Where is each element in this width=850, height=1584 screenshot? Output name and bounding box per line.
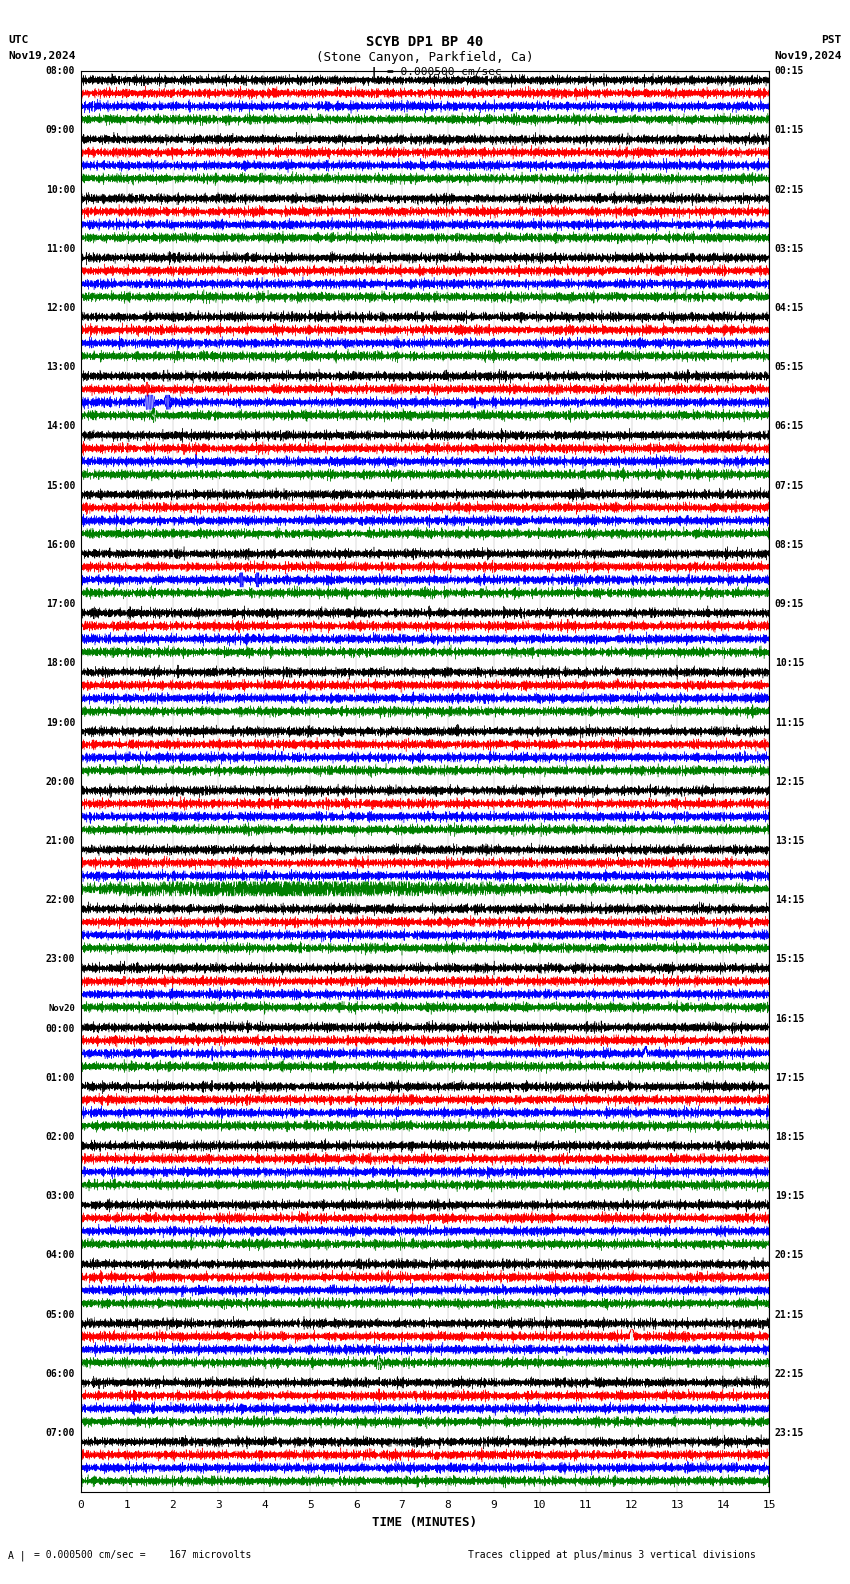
Text: 20:15: 20:15 [775,1250,804,1261]
Text: A |: A | [8,1551,26,1560]
Text: 13: 13 [671,1500,684,1511]
Text: 04:00: 04:00 [46,1250,75,1261]
Text: 0: 0 [77,1500,84,1511]
Text: 5: 5 [307,1500,314,1511]
Text: 03:15: 03:15 [775,244,804,253]
Text: 8: 8 [445,1500,451,1511]
Text: 01:15: 01:15 [775,125,804,136]
Text: 06:15: 06:15 [775,421,804,431]
Text: 3: 3 [215,1500,222,1511]
Text: 16:15: 16:15 [775,1014,804,1023]
Text: Nov19,2024: Nov19,2024 [774,51,842,60]
Text: TIME (MINUTES): TIME (MINUTES) [372,1516,478,1529]
Text: 07:15: 07:15 [775,480,804,491]
Text: 09:15: 09:15 [775,599,804,610]
Text: 10:00: 10:00 [46,185,75,195]
Text: 06:00: 06:00 [46,1369,75,1378]
Text: 02:15: 02:15 [775,185,804,195]
Text: 11: 11 [579,1500,592,1511]
Text: 18:00: 18:00 [46,659,75,668]
Text: 12:15: 12:15 [775,776,804,787]
Text: (Stone Canyon, Parkfield, Ca): (Stone Canyon, Parkfield, Ca) [316,51,534,63]
Text: 15: 15 [762,1500,776,1511]
Text: 22:15: 22:15 [775,1369,804,1378]
Text: 04:15: 04:15 [775,303,804,314]
Text: 17:00: 17:00 [46,599,75,610]
Text: 13:00: 13:00 [46,363,75,372]
Text: 21:15: 21:15 [775,1310,804,1319]
Text: 7: 7 [399,1500,405,1511]
Text: 15:15: 15:15 [775,954,804,965]
Text: 01:00: 01:00 [46,1072,75,1083]
Text: Nov19,2024: Nov19,2024 [8,51,76,60]
Text: 10: 10 [533,1500,547,1511]
Text: 10:15: 10:15 [775,659,804,668]
Text: 03:00: 03:00 [46,1191,75,1201]
Text: 08:00: 08:00 [46,67,75,76]
Text: 1: 1 [123,1500,130,1511]
Text: 02:00: 02:00 [46,1133,75,1142]
Text: 21:00: 21:00 [46,836,75,846]
Text: 12:00: 12:00 [46,303,75,314]
Text: 09:00: 09:00 [46,125,75,136]
Text: 15:00: 15:00 [46,480,75,491]
Text: 11:15: 11:15 [775,718,804,727]
Text: 20:00: 20:00 [46,776,75,787]
Text: Traces clipped at plus/minus 3 vertical divisions: Traces clipped at plus/minus 3 vertical … [468,1551,756,1560]
Text: SCYB DP1 BP 40: SCYB DP1 BP 40 [366,35,484,49]
Text: 07:00: 07:00 [46,1427,75,1438]
Text: 05:15: 05:15 [775,363,804,372]
Text: 2: 2 [169,1500,176,1511]
Text: 00:00: 00:00 [46,1025,75,1034]
Text: 08:15: 08:15 [775,540,804,550]
Text: 00:15: 00:15 [775,67,804,76]
Text: = 0.000500 cm/sec: = 0.000500 cm/sec [387,67,501,76]
Text: 23:00: 23:00 [46,954,75,965]
Text: 23:15: 23:15 [775,1427,804,1438]
Text: 14:00: 14:00 [46,421,75,431]
Text: 18:15: 18:15 [775,1133,804,1142]
Text: Nov20: Nov20 [48,1004,75,1012]
Text: 17:15: 17:15 [775,1072,804,1083]
Text: = 0.000500 cm/sec =    167 microvolts: = 0.000500 cm/sec = 167 microvolts [34,1551,252,1560]
Text: 14:15: 14:15 [775,895,804,904]
Text: 11:00: 11:00 [46,244,75,253]
Text: UTC: UTC [8,35,29,44]
Text: 4: 4 [261,1500,268,1511]
Text: 19:15: 19:15 [775,1191,804,1201]
Text: |: | [370,67,378,81]
Text: 14: 14 [717,1500,730,1511]
Text: PST: PST [821,35,842,44]
Text: 19:00: 19:00 [46,718,75,727]
Text: 05:00: 05:00 [46,1310,75,1319]
Text: 22:00: 22:00 [46,895,75,904]
Text: 13:15: 13:15 [775,836,804,846]
Text: 6: 6 [353,1500,360,1511]
Text: 9: 9 [490,1500,497,1511]
Text: 16:00: 16:00 [46,540,75,550]
Text: 12: 12 [625,1500,638,1511]
